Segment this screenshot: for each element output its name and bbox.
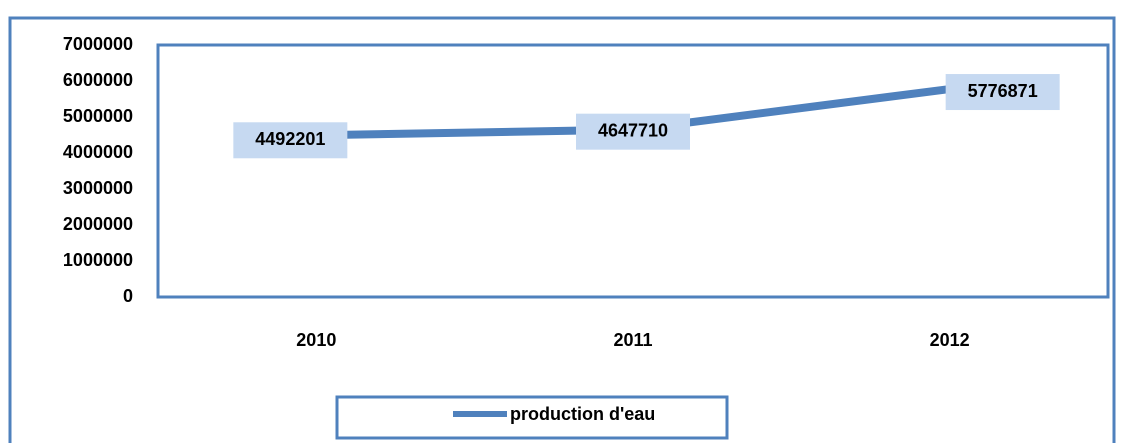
x-tick-label: 2012 — [930, 330, 970, 350]
data-label-box — [945, 74, 1060, 111]
y-tick-label: 5000000 — [63, 106, 133, 126]
y-tick-label: 2000000 — [63, 214, 133, 234]
y-tick-label: 7000000 — [63, 34, 133, 54]
data-label: 4647710 — [598, 120, 668, 140]
data-label: 4492201 — [255, 129, 325, 149]
y-tick-label: 3000000 — [63, 178, 133, 198]
legend-box — [335, 395, 729, 440]
x-tick-label: 2010 — [296, 330, 336, 350]
data-label: 5776871 — [968, 81, 1038, 101]
legend-label: production d'eau — [510, 404, 655, 424]
x-tick-label: 2011 — [613, 330, 652, 350]
data-label-box — [576, 113, 690, 150]
y-tick-label: 4000000 — [63, 142, 133, 162]
y-tick-label: 6000000 — [63, 70, 133, 90]
y-tick-label: 1000000 — [63, 250, 133, 270]
y-tick-label: 0 — [123, 286, 133, 306]
data-label-box — [233, 122, 348, 159]
